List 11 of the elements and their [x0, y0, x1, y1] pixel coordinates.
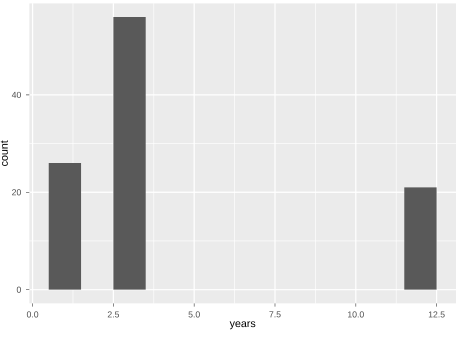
x-axis-title: years [230, 321, 256, 330]
x-tick-label: 2.5 [108, 311, 120, 318]
y-tick-label: 0 [16, 286, 21, 293]
x-tick-label: 5.0 [188, 311, 200, 318]
y-tick-label: 20 [12, 189, 21, 196]
x-tick-label: 10.0 [348, 311, 364, 318]
x-tick-label: 7.5 [269, 311, 281, 318]
y-tick-label: 40 [12, 92, 21, 98]
x-tick-label: 0.0 [26, 311, 38, 318]
x-tick-label: 12.5 [428, 311, 445, 318]
y-axis-title: count [0, 140, 8, 166]
